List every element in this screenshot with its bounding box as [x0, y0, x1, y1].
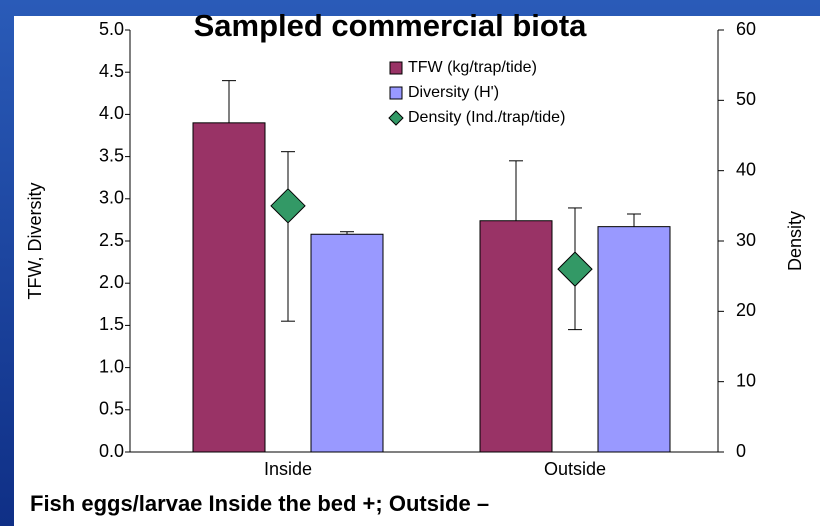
y2-tick-label: 50	[736, 89, 756, 109]
legend-swatch	[390, 62, 402, 74]
y2-tick-label: 20	[736, 300, 756, 320]
y2-tick-label: 40	[736, 159, 756, 179]
y-tick-label: 0.0	[99, 441, 124, 461]
y2-tick-label: 10	[736, 370, 756, 390]
chart-title: Sampled commercial biota	[194, 8, 588, 43]
y-tick-label: 2.5	[99, 230, 124, 250]
y-tick-label: 4.0	[99, 103, 124, 123]
y-tick-label: 0.5	[99, 399, 124, 419]
y-tick-label: 4.5	[99, 61, 124, 81]
y-tick-label: 1.5	[99, 314, 124, 334]
x-tick-label: Inside	[264, 459, 312, 479]
bar	[193, 123, 265, 452]
page: {"chart_data": {"type": "bar", "title": …	[0, 0, 820, 526]
y2-tick-label: 0	[736, 441, 746, 461]
legend-label: TFW (kg/trap/tide)	[408, 59, 537, 76]
y-tick-label: 1.0	[99, 356, 124, 376]
legend-label: Density (Ind./trap/tide)	[408, 109, 565, 126]
chart: Sampled commercial biota TFW, Diversity …	[0, 0, 820, 526]
y2-tick-label: 30	[736, 230, 756, 250]
y2-axis-label: Density	[785, 211, 805, 271]
bar	[480, 221, 552, 452]
legend-swatch	[390, 87, 402, 99]
bar	[311, 234, 383, 452]
y2-tick-label: 60	[736, 19, 756, 39]
legend-label: Diversity (H')	[408, 84, 499, 101]
y-tick-label: 3.5	[99, 145, 124, 165]
y-axis-label: TFW, Diversity	[25, 183, 45, 300]
annotation: Fish eggs/larvae Inside the bed +; Outsi…	[30, 491, 489, 516]
bar	[598, 227, 670, 452]
x-tick-label: Outside	[544, 459, 606, 479]
y-tick-label: 2.0	[99, 272, 124, 292]
y-tick-label: 3.0	[99, 188, 124, 208]
y-tick-label: 5.0	[99, 19, 124, 39]
